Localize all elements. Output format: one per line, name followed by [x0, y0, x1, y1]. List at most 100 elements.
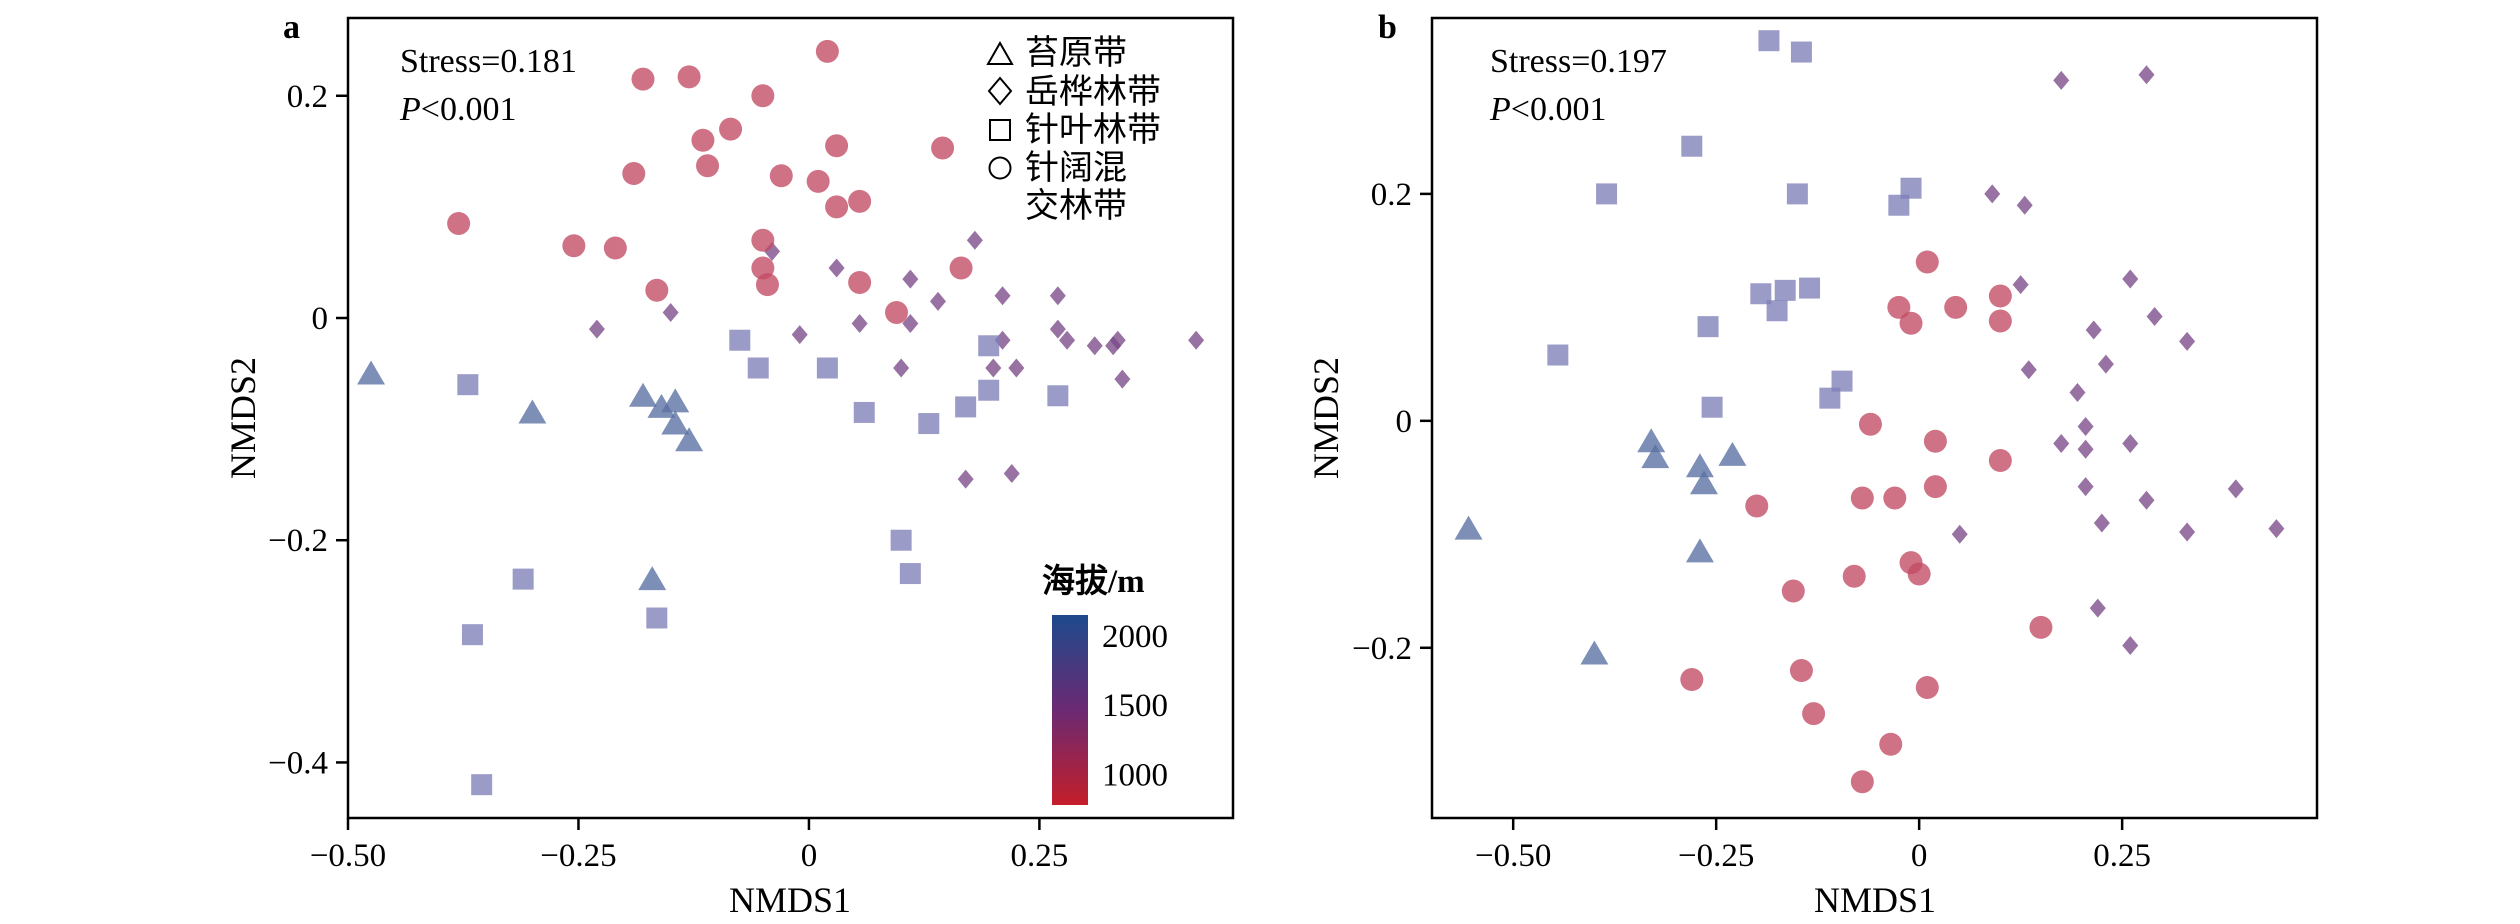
panel-a-y-tick-label: −0.2	[268, 523, 328, 559]
panel-b-point-diamond	[2077, 439, 2094, 459]
panel-a-x-tick-label: −0.25	[540, 838, 616, 874]
panel-b-point-diamond	[2138, 490, 2155, 510]
panel-b-x-tick-label: −0.50	[1475, 838, 1551, 874]
legend-square-icon	[989, 119, 1011, 141]
panel-b-point-circle	[1850, 486, 1874, 510]
panel-b-point-square	[1900, 177, 1922, 199]
panel-a-point-diamond	[662, 302, 679, 322]
panel-b-y-tick-label: 0.2	[1371, 177, 1412, 213]
panel-a-point-square	[646, 607, 668, 629]
panel-b-point-diamond	[2053, 70, 2070, 90]
panel-a-point-square	[461, 624, 483, 646]
panel-b-point-circle	[1842, 564, 1866, 588]
panel-a-x-tick-label: 0	[801, 838, 818, 874]
panel-a-point-diamond	[828, 258, 845, 278]
panel-a-point-circle	[769, 164, 793, 188]
panel-a-p-value-text: <0.001	[421, 91, 517, 128]
panel-a-y-axis-label: NMDS2	[223, 357, 263, 479]
panel-a-point-circle	[603, 236, 627, 260]
panel-a-point-diamond	[994, 286, 1011, 306]
panel-b-x-axis-label: NMDS1	[1814, 880, 1936, 920]
panel-b-point-square	[1819, 387, 1841, 409]
legend-label-conifer: 针叶林带	[1025, 111, 1161, 149]
panel-b-point-triangle	[1689, 470, 1718, 495]
panel-a-point-circle	[677, 65, 701, 89]
panel-a-stress: Stress=0.181	[400, 43, 577, 80]
panel-a-point-square	[955, 396, 977, 418]
panel-a-point-circle	[696, 154, 720, 178]
panel-a-point-circle	[806, 169, 830, 193]
panel-a-point-diamond	[1049, 319, 1066, 339]
panel-b-point-circle	[1789, 658, 1813, 682]
panel-a-point-square	[978, 335, 1000, 357]
panel-b: b −0.50 −0.25 0 0.25 −0.2 0 0.2 Stress=0.197 P…	[1306, 9, 2319, 920]
panel-b-point-circle	[1988, 309, 2012, 333]
panel-b-p-value: P<0.001	[1489, 91, 1606, 128]
panel-b-point-square	[1750, 283, 1772, 305]
panel-b-point-diamond	[2093, 513, 2110, 533]
panel-a-letter: a	[283, 9, 300, 46]
panel-b-point-diamond	[2122, 636, 2139, 656]
panel-b-point-square	[1766, 300, 1788, 322]
panel-b-plot-frame	[1430, 16, 2319, 820]
panel-b-point-circle	[1899, 311, 1923, 335]
panel-a-point-diamond	[1188, 330, 1205, 350]
panel-b-point-square	[1790, 41, 1812, 63]
panel-a-point-triangle	[357, 360, 386, 385]
panel-b-point-diamond	[2016, 195, 2033, 215]
panel-b-point-diamond	[2122, 434, 2139, 454]
legend-item-tundra: 苔原带	[986, 34, 1127, 72]
panel-b-point-diamond	[2020, 360, 2037, 380]
panel-b-letter: b	[1378, 9, 1397, 46]
panel-a-point-square	[471, 774, 493, 796]
panel-a-point-diamond	[1109, 330, 1126, 350]
panel-a-point-square	[978, 379, 1000, 401]
panel-a-point-triangle	[661, 410, 690, 435]
panel-b-point-diamond	[1951, 524, 1968, 544]
panel-a-point-circle	[949, 256, 973, 280]
panel-b-point-circle	[1944, 295, 1968, 319]
panel-b-point-square	[1758, 30, 1780, 52]
panel-b-point-triangle	[1641, 444, 1670, 469]
panel-b-point-diamond	[2179, 522, 2196, 542]
panel-a-point-square	[457, 374, 479, 396]
panel-a-point-circle	[562, 234, 586, 258]
panel-a-point-square	[899, 563, 921, 585]
panel-a-point-circle	[751, 84, 775, 108]
panel-b-point-triangle	[1580, 640, 1609, 665]
panel-a-point-square	[918, 413, 940, 435]
panel-a-x-tick-label: 0.25	[1011, 838, 1069, 874]
panel-b-point-diamond	[2268, 519, 2285, 539]
panel-a: a −0.50 −0.25 0 0.25 −0.4 −0.2 0 0.2 Stress=0.1…	[223, 9, 1235, 920]
panel-b-point-triangle	[1637, 428, 1666, 453]
panel-a-point-triangle	[661, 388, 690, 413]
panel-b-point-circle	[1988, 284, 2012, 308]
panel-b-point-circle	[1923, 475, 1947, 499]
legend-label-mixed-line2: 交林带	[1025, 187, 1127, 225]
panel-b-point-square	[1681, 135, 1703, 157]
panel-b-x-tick-label: 0	[1911, 838, 1928, 874]
panel-a-y-tick-label: 0.2	[287, 79, 328, 115]
elevation-colorbar: 海拔/m 1000 1500 2000	[1042, 563, 1168, 805]
panel-b-x-tick-label: 0.25	[2093, 838, 2151, 874]
legend-label-mixed-line1: 针阔混	[1025, 149, 1127, 187]
panel-a-x-tick-label: −0.50	[310, 838, 386, 874]
panel-a-point-circle	[719, 117, 743, 141]
panel-b-y-tick-label: 0	[1396, 404, 1413, 440]
panel-b-point-diamond	[2085, 320, 2102, 340]
panel-b-point-diamond	[2069, 382, 2086, 402]
panel-b-point-diamond	[2077, 477, 2094, 497]
panel-a-point-square	[729, 329, 751, 351]
panel-a-point-diamond	[902, 269, 919, 289]
panel-a-point-triangle	[638, 566, 667, 591]
panel-a-point-diamond	[588, 319, 605, 339]
panel-b-point-circle	[1887, 295, 1911, 319]
legend-item-birch: 岳桦林带	[987, 73, 1161, 111]
panel-a-point-circle	[825, 195, 849, 219]
panel-b-point-circle	[1802, 702, 1826, 726]
colorbar-tick-label: 2000	[1102, 619, 1168, 655]
panel-b-p-value-text: <0.001	[1511, 91, 1607, 128]
panel-b-point-circle	[1915, 676, 1939, 700]
panel-b-point-diamond	[2227, 479, 2244, 499]
panel-b-point-square	[1799, 277, 1821, 299]
